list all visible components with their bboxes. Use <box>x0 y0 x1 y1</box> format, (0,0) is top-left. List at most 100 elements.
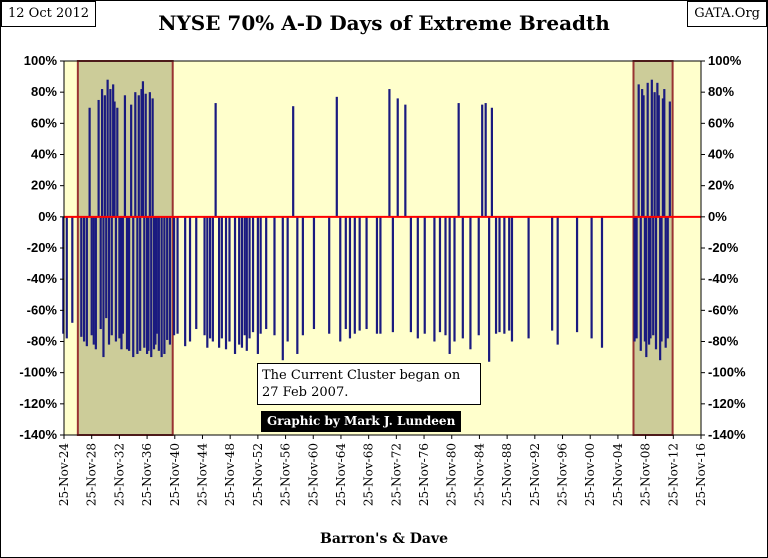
bar <box>339 216 342 342</box>
y-tick-label-right: 60% <box>708 115 734 130</box>
y-tick-label-right: 0% <box>708 209 727 224</box>
bar <box>527 216 530 339</box>
x-tick-label: 25-Nov-04 <box>611 443 625 507</box>
bar <box>391 216 394 333</box>
bar <box>433 216 436 342</box>
bar <box>653 92 656 217</box>
bar <box>633 216 636 342</box>
x-tick-label: 25-Nov-76 <box>417 443 431 506</box>
bar <box>590 216 593 339</box>
bar <box>103 95 106 217</box>
bar <box>656 82 659 217</box>
bar <box>481 104 484 217</box>
bar <box>647 216 651 345</box>
bar <box>409 216 412 333</box>
y-tick-label-left: 0% <box>38 209 57 224</box>
bar <box>139 216 142 351</box>
bar <box>110 216 113 336</box>
bar <box>654 216 658 350</box>
y-tick-label-right: -100% <box>708 365 746 380</box>
bar <box>461 216 464 339</box>
bar <box>150 216 153 358</box>
bar <box>141 81 145 217</box>
bar <box>396 98 399 217</box>
x-tick-label: 25-Nov-16 <box>694 443 708 506</box>
bar <box>484 103 487 217</box>
bar <box>228 216 231 342</box>
bar <box>105 216 108 319</box>
bar <box>650 79 653 217</box>
bar <box>645 216 648 358</box>
bar <box>143 216 146 348</box>
chart-title: NYSE 70% A-D Days of Extreme Breadth <box>158 11 610 35</box>
bar <box>245 216 248 351</box>
bar <box>214 103 217 217</box>
bar <box>510 216 514 342</box>
bar <box>82 216 86 342</box>
bar <box>112 84 115 217</box>
x-tick-label: 25-Nov-72 <box>389 443 403 506</box>
y-tick-label-right: -40% <box>708 271 739 286</box>
y-tick-label-right: 100% <box>708 53 742 68</box>
cluster-note: The Current Cluster began on 27 Feb 2007… <box>257 363 481 405</box>
bar <box>641 89 644 217</box>
bar <box>335 96 338 217</box>
x-axis-label: Barron's & Dave <box>320 531 448 547</box>
y-tick-label-left: 60% <box>31 115 57 130</box>
bar <box>92 216 95 345</box>
x-tick-label: 25-Nov-88 <box>500 443 514 506</box>
x-tick-label: 25-Nov-08 <box>639 443 653 506</box>
bar <box>134 92 137 217</box>
bar <box>172 216 176 336</box>
bar <box>217 216 221 348</box>
y-tick-label-left: -140% <box>19 427 57 442</box>
bar <box>637 84 640 217</box>
bar <box>62 216 65 334</box>
x-tick-label: 25-Nov-44 <box>195 443 209 507</box>
bar <box>286 216 289 342</box>
bar <box>94 216 97 350</box>
y-tick-label-left: 20% <box>31 178 57 193</box>
bar <box>90 216 93 336</box>
bar <box>416 216 419 339</box>
credit-label: Graphic by Mark J. Lundeen <box>261 411 462 432</box>
bar <box>147 216 150 351</box>
bar <box>666 216 669 339</box>
x-tick-label: 25-Nov-92 <box>528 443 542 506</box>
y-tick-label-right: 80% <box>708 84 734 99</box>
x-tick-label: 25-Nov-00 <box>583 443 597 506</box>
bar <box>97 99 100 217</box>
bar <box>344 216 347 330</box>
bar <box>130 104 133 217</box>
bar <box>438 216 442 333</box>
bar <box>99 216 102 330</box>
bar <box>100 89 104 217</box>
bar <box>423 216 426 334</box>
bar <box>664 216 667 348</box>
bar <box>259 216 262 334</box>
bar <box>106 79 109 217</box>
bar <box>195 216 198 330</box>
bar <box>148 92 151 217</box>
bar <box>661 98 665 217</box>
x-tick-label: 25-Nov-24 <box>57 443 71 507</box>
y-tick-label-left: -80% <box>27 334 58 349</box>
y-tick-label-right: -60% <box>708 302 739 317</box>
bar <box>635 216 638 339</box>
x-tick-label: 25-Nov-40 <box>168 443 182 506</box>
bar <box>184 216 187 347</box>
date-label: 12 Oct 2012 <box>1 1 97 27</box>
bar <box>328 216 331 334</box>
bar <box>243 216 246 336</box>
bar <box>155 216 158 334</box>
bar <box>444 216 447 336</box>
y-tick-label-left: 40% <box>31 147 57 162</box>
bar <box>151 98 154 217</box>
bar <box>649 216 652 339</box>
bar <box>477 216 480 336</box>
bar <box>652 216 655 336</box>
bar <box>556 216 559 345</box>
bar <box>642 95 645 217</box>
bar <box>469 216 472 350</box>
